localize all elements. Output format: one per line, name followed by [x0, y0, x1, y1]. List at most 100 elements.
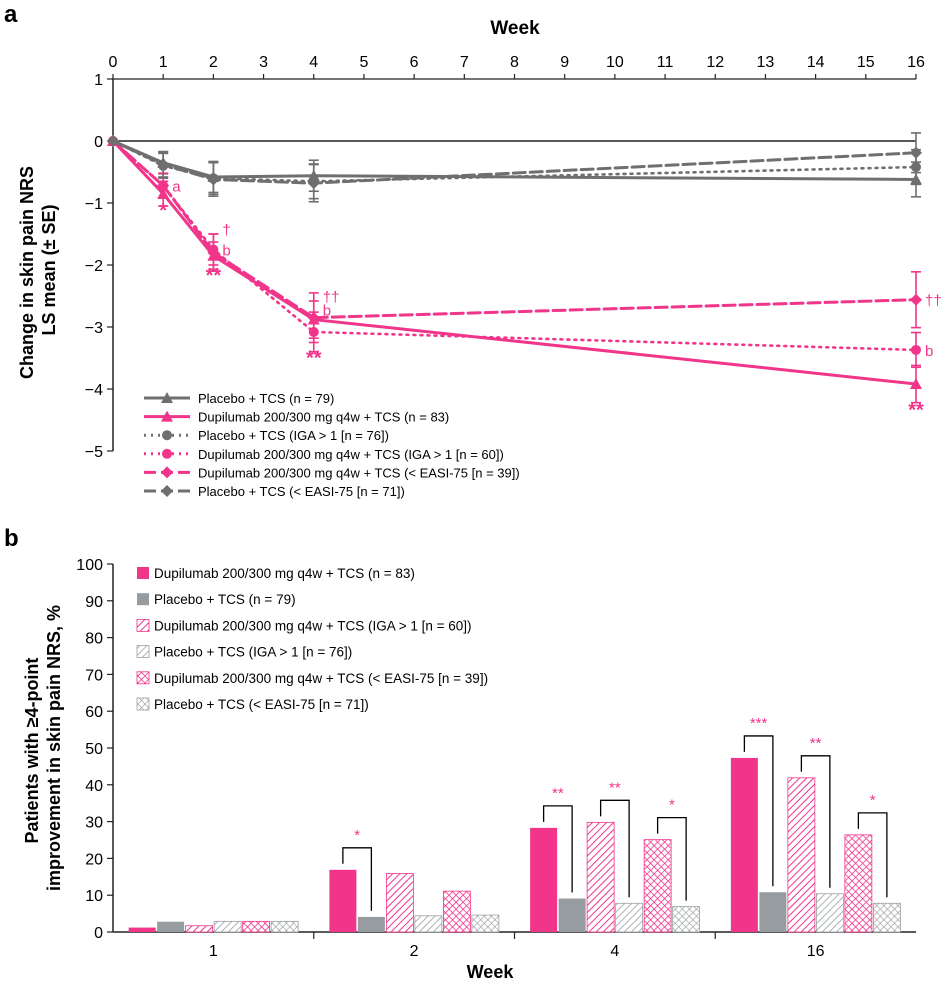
x-tick-label: 16 — [807, 943, 825, 960]
diamond-marker — [161, 485, 173, 497]
legend-label: Placebo + TCS (< EASI-75 [n = 71]) — [198, 484, 405, 499]
y-tick-label: 60 — [85, 704, 103, 721]
diamond-marker — [910, 146, 922, 159]
bar — [530, 827, 558, 932]
diamond-marker — [307, 177, 320, 190]
x-tick-label: 11 — [657, 54, 674, 71]
significance-label: b — [222, 243, 230, 260]
diamond-marker — [307, 311, 320, 324]
diamond-marker — [161, 466, 173, 479]
bar — [672, 906, 701, 933]
bar — [558, 898, 586, 932]
x-tick-label: 7 — [460, 54, 469, 71]
legend-label: Dupilumab 200/300 mg q4w + TCS (< EASI-7… — [198, 465, 520, 480]
bar — [442, 890, 471, 933]
legend-swatch — [136, 645, 150, 658]
series-2 — [107, 135, 922, 404]
significance-bracket — [800, 755, 831, 888]
significance-label: †† — [925, 293, 942, 310]
y-tick-label: 40 — [85, 778, 103, 795]
circle-marker — [911, 344, 921, 355]
bar — [730, 757, 758, 932]
bar-chart-legend: Dupilumab 200/300 mg q4w + TCS (n = 83) P… — [136, 566, 488, 712]
x-tick-label: 1 — [159, 54, 168, 71]
bar — [471, 914, 500, 933]
significance-label: † — [222, 222, 230, 239]
x-tick-label: 4 — [610, 943, 619, 960]
significance-label: ** — [552, 785, 564, 802]
x-tick-label: 12 — [706, 54, 724, 71]
x-tick-label: 9 — [560, 54, 569, 71]
circle-marker — [162, 448, 172, 459]
panel-b-x-title: Week — [467, 962, 515, 982]
legend-swatch — [137, 593, 149, 606]
x-tick-label: 13 — [757, 54, 775, 71]
significance-label: b — [323, 303, 331, 320]
panel-a-y-title-line1: Change in skin pain NRS — [17, 166, 37, 379]
panel-b-label: b — [4, 525, 19, 552]
significance-bracket — [656, 816, 687, 901]
significance-bracket — [857, 812, 888, 898]
x-tick-label: 6 — [410, 54, 419, 71]
significance-label: *** — [750, 715, 768, 732]
bar — [815, 893, 844, 933]
bar — [586, 821, 615, 933]
y-tick-label: 90 — [85, 594, 103, 611]
bar — [385, 873, 414, 933]
triangle-marker — [910, 378, 922, 390]
circle-marker — [162, 430, 172, 441]
legend-label: Placebo + TCS (n = 79) — [198, 391, 334, 406]
diamond-marker — [107, 135, 119, 147]
legend-label: Dupilumab 200/300 mg q4w + TCS (n = 83) — [154, 566, 415, 581]
line-chart-legend: Placebo + TCS (n = 79) Dupilumab 200/300 … — [144, 391, 520, 499]
legend-swatch — [137, 567, 149, 579]
panel-a-y-title-line2: LS mean (± SE) — [39, 205, 59, 336]
y-tick-label: 1 — [94, 72, 103, 89]
x-tick-label: 4 — [309, 54, 318, 71]
legend-label: Dupilumab 200/300 mg q4w + TCS (n = 83) — [198, 410, 449, 425]
bar — [242, 920, 271, 933]
bar — [128, 927, 156, 932]
legend-swatch — [136, 671, 150, 685]
y-tick-label: 30 — [85, 815, 103, 832]
triangle-marker — [161, 392, 173, 403]
legend-label: Dupilumab 200/300 mg q4w + TCS (< EASI-7… — [154, 671, 488, 686]
legend-label: Placebo + TCS (n = 79) — [154, 592, 296, 607]
significance-label: * — [159, 200, 167, 222]
bar — [759, 892, 787, 932]
x-tick-label: 14 — [807, 54, 825, 71]
y-tick-label: 100 — [76, 557, 103, 574]
significance-label: †† — [323, 289, 340, 306]
bar — [844, 834, 873, 933]
significance-label: * — [870, 792, 876, 809]
series-line — [111, 139, 918, 320]
legend-label: Placebo + TCS (< EASI-75 [n = 71]) — [154, 697, 369, 712]
x-tick-label: 0 — [109, 54, 118, 71]
y-tick-label: 10 — [85, 888, 103, 905]
x-tick-label: 5 — [359, 54, 368, 71]
bar — [872, 902, 901, 933]
x-tick-label: 8 — [510, 54, 519, 71]
significance-label: * — [669, 797, 675, 814]
bar — [157, 921, 185, 932]
x-tick-label: 16 — [907, 54, 925, 71]
bar — [615, 902, 644, 933]
panel-b-y-title-line2: improvement in skin pain NRS, % — [44, 605, 64, 891]
diamond-marker — [910, 293, 922, 306]
bar — [357, 916, 385, 932]
x-tick-label: 10 — [606, 54, 624, 71]
panel-a-label: a — [4, 1, 18, 28]
x-tick-label: 3 — [259, 54, 268, 71]
significance-label: ** — [908, 400, 924, 422]
significance-bracket — [542, 805, 573, 893]
legend-swatch — [136, 697, 150, 711]
legend-label: Placebo + TCS (IGA > 1 [n = 76]) — [154, 645, 352, 660]
significance-bracket — [743, 735, 774, 887]
bar — [787, 777, 816, 933]
significance-label: * — [354, 827, 360, 844]
bar — [414, 915, 443, 933]
y-tick-label: 50 — [85, 741, 103, 758]
x-tick-label: 2 — [209, 54, 218, 71]
